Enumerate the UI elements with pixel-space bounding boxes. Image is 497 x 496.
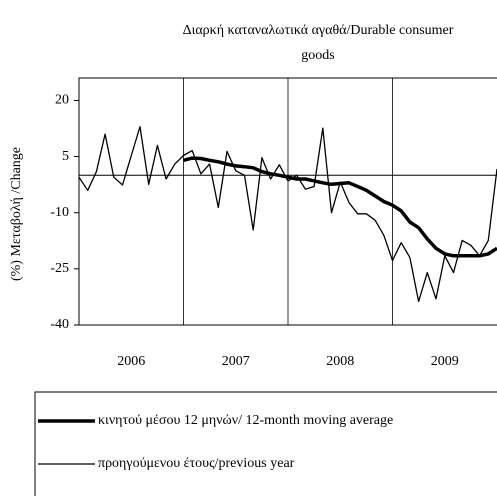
x-tick-label: 2006 bbox=[117, 354, 145, 369]
legend-box bbox=[34, 391, 497, 496]
y-tick-label: 20 bbox=[55, 93, 69, 108]
x-tick-label: 2008 bbox=[326, 354, 354, 369]
y-tick-label: -40 bbox=[50, 317, 69, 332]
x-tick-label: 2007 bbox=[222, 354, 250, 369]
y-axis-label: (%) Μεταβολή /Change bbox=[9, 147, 24, 281]
y-tick-label: 5 bbox=[62, 149, 69, 164]
x-tick-label: 2009 bbox=[431, 354, 459, 369]
legend-label: προηγούμενου έτους/previous year bbox=[98, 456, 295, 471]
plot-frame bbox=[78, 77, 497, 326]
series-line bbox=[79, 126, 497, 303]
series-line bbox=[183, 156, 497, 258]
legend-label: κινητού μέσου 12 μηνών/ 12-month moving … bbox=[98, 413, 393, 428]
plot-lines bbox=[79, 126, 497, 303]
chart-title: Διαρκή καταναλωτικά αγαθά/Durable consum… bbox=[183, 23, 454, 38]
chart-title: goods bbox=[301, 48, 334, 63]
y-tick-label: -25 bbox=[50, 261, 69, 276]
y-tick-label: -10 bbox=[50, 205, 69, 220]
